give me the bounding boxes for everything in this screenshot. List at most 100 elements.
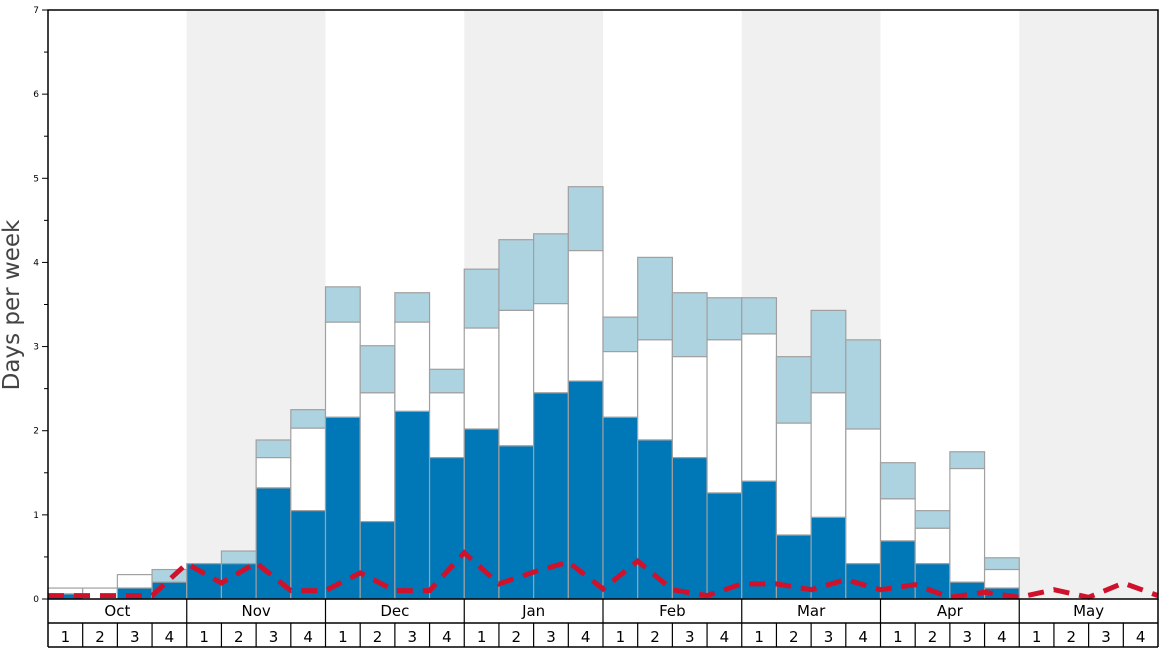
- bar-segment-middle: [983, 568, 1020, 589]
- week-label: 4: [303, 628, 313, 646]
- week-label: 1: [754, 628, 764, 646]
- bar-segment-top: [949, 451, 986, 470]
- week-label: 2: [512, 628, 522, 646]
- bar-segment-middle: [324, 321, 361, 418]
- bar-segment-top: [290, 409, 327, 429]
- dashed-line-series: [48, 549, 1159, 600]
- week-label: 1: [61, 628, 71, 646]
- month-label: Apr: [937, 602, 964, 620]
- bar-segment-top: [637, 256, 673, 341]
- bar-segment-bottom: [255, 487, 292, 600]
- month-label: Nov: [241, 602, 270, 620]
- bar-segment-top: [428, 368, 465, 394]
- y-tick-label: 4: [33, 258, 39, 268]
- y-tick-label: 5: [33, 174, 39, 184]
- bar-segment-bottom: [463, 428, 500, 600]
- week-label: 3: [962, 628, 972, 646]
- week-label: 3: [407, 628, 417, 646]
- y-axis-label: Days per week: [0, 219, 25, 390]
- bar-segment-top: [533, 233, 569, 305]
- bar-segment-top: [775, 356, 812, 424]
- bar-segment-middle: [533, 303, 569, 394]
- week-label: 1: [1032, 628, 1042, 646]
- bar-segment-middle: [671, 356, 708, 459]
- bar-segment-bottom: [706, 492, 743, 600]
- bar-segment-top: [706, 297, 743, 341]
- y-tick-label: 3: [33, 343, 39, 353]
- bar-segment-top: [324, 286, 361, 323]
- bar-segment-middle: [498, 309, 535, 447]
- bar-segment-top: [255, 439, 292, 459]
- week-label: 2: [789, 628, 799, 646]
- bar-segment-top: [741, 297, 778, 335]
- bar-segment-middle: [602, 351, 639, 418]
- bar-segment-middle: [949, 467, 986, 583]
- bar-segment-bottom: [359, 520, 396, 600]
- bar-segment-middle: [428, 392, 465, 459]
- bar-segment-middle: [567, 250, 604, 382]
- bar-segment-middle: [914, 527, 951, 565]
- week-label: 3: [269, 628, 279, 646]
- bar-segment-top: [810, 309, 847, 394]
- bar-segment-top: [602, 316, 639, 353]
- bar-segment-bottom: [602, 416, 639, 600]
- week-label: 1: [338, 628, 348, 646]
- bar-segment-middle: [775, 422, 812, 536]
- week-label: 4: [442, 628, 452, 646]
- bar-segment-bottom: [324, 416, 361, 600]
- bar-segment-bottom: [394, 410, 431, 600]
- bar-segment-bottom: [290, 510, 327, 600]
- week-label: 1: [893, 628, 903, 646]
- bar-segment-middle: [879, 498, 916, 542]
- y-tick-label: 2: [33, 427, 39, 437]
- week-label: 1: [477, 628, 487, 646]
- bar-segment-middle: [706, 339, 743, 494]
- week-label: 3: [824, 628, 834, 646]
- week-label: 2: [1067, 628, 1077, 646]
- week-label: 4: [997, 628, 1007, 646]
- week-label: 3: [546, 628, 556, 646]
- bar-segment-top: [914, 510, 951, 529]
- bar-segment-top: [983, 557, 1020, 571]
- bar-segment-bottom: [671, 457, 708, 600]
- week-label: 4: [720, 628, 730, 646]
- week-label: 2: [928, 628, 938, 646]
- bar-segment-bottom: [914, 563, 951, 600]
- month-label: Feb: [659, 602, 686, 620]
- bar-segment-top: [394, 292, 431, 323]
- bar-segment-top: [463, 268, 500, 329]
- bar-segment-middle: [47, 587, 84, 595]
- y-tick-label: 1: [33, 511, 39, 521]
- week-label: 1: [616, 628, 626, 646]
- bar-segment-top: [220, 550, 257, 565]
- week-label: 2: [95, 628, 105, 646]
- week-label: 2: [234, 628, 244, 646]
- month-label: Oct: [104, 602, 130, 620]
- dashed-line: [48, 549, 1159, 600]
- bar-segment-middle: [463, 327, 500, 430]
- y-tick-label: 6: [33, 90, 39, 100]
- bar-segment-middle: [394, 321, 431, 412]
- bar-segment-top: [671, 292, 708, 358]
- bar-segment-bottom: [428, 457, 465, 600]
- month-label: Mar: [797, 602, 826, 620]
- bar-segment-middle: [116, 573, 153, 589]
- month-label: May: [1073, 602, 1104, 620]
- bar-segment-middle: [741, 333, 778, 482]
- bar-segment-bottom: [637, 439, 673, 600]
- week-label: 4: [581, 628, 591, 646]
- week-label: 4: [858, 628, 868, 646]
- y-tick-label: 7: [33, 6, 39, 16]
- axes: 0 1 2 3 4 5 6 7 Oct 1 2 3 4 Nov 1 2 3 4 Dec 1 2 3 4 Jan 1 2 3 4 Feb 1…: [33, 6, 1159, 648]
- month-label: Dec: [380, 602, 409, 620]
- bar-segment-bottom: [741, 480, 778, 600]
- bar-segment-top: [845, 339, 882, 430]
- week-label: 4: [165, 628, 175, 646]
- month-shade: [1019, 10, 1158, 599]
- bar-segment-middle: [637, 339, 673, 441]
- bar-segment-top: [879, 462, 916, 500]
- month-label: Jan: [521, 602, 545, 620]
- bar-segment-top: [498, 239, 535, 311]
- bar-segment-middle: [290, 427, 327, 512]
